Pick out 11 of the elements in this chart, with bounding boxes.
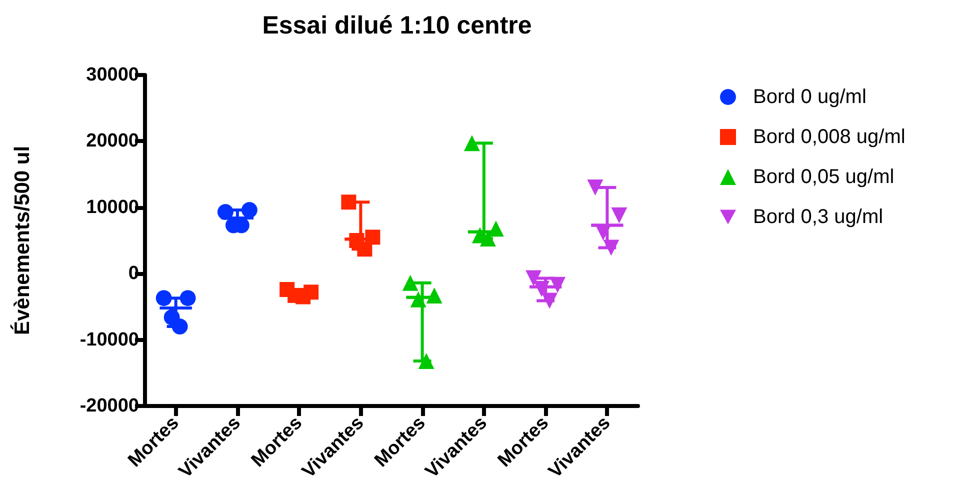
legend-label: Bord 0,3 ug/ml [753, 206, 884, 228]
y-tick-label: 10000 [86, 196, 139, 218]
legend-label: Bord 0,05 ug/ml [753, 166, 894, 188]
y-tick-label: 20000 [86, 130, 139, 152]
y-axis-title: Évènements/500 ul [10, 146, 34, 336]
y-tick-label: 30000 [86, 64, 139, 86]
chart-title: Essai dilué 1:10 centre [262, 12, 532, 40]
legend-label: Bord 0,008 ug/ml [753, 126, 906, 148]
y-tick-label: -10000 [80, 329, 139, 350]
legend-label: Bord 0 ug/ml [753, 86, 866, 108]
y-tick-label: -20000 [80, 396, 139, 416]
